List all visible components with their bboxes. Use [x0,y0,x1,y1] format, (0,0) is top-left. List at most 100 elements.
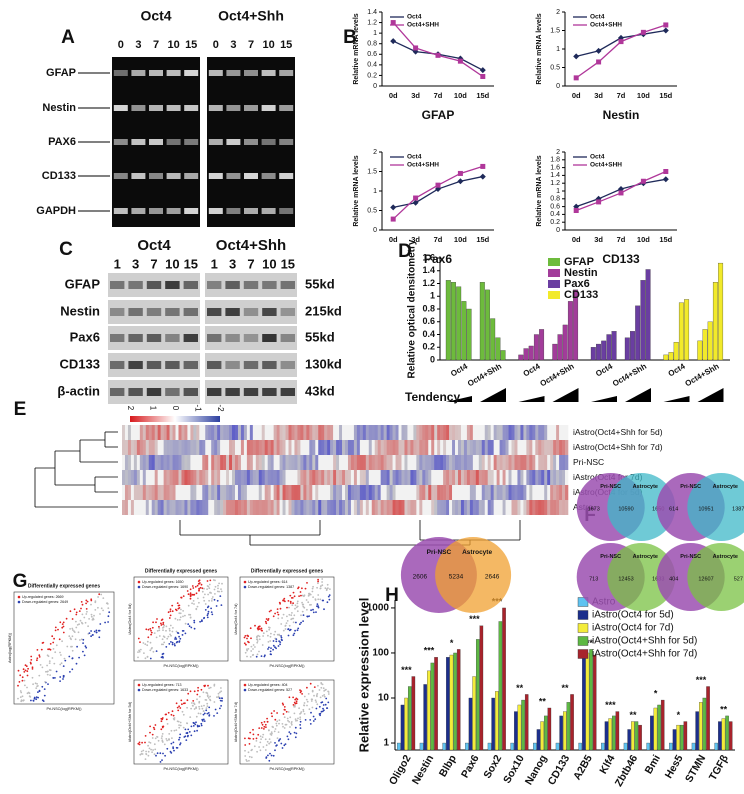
y-tick-label: 0.8 [422,303,435,313]
y-tick-label: 1.4 [367,9,377,16]
gel-band [208,208,223,214]
heatmap-cell [544,485,548,500]
bar [446,657,450,751]
heatmap-cell [148,455,153,470]
heatmap-cell [157,425,161,440]
heatmap-cell [163,485,167,500]
x-tick-label: 15d [476,91,489,100]
scatter-point [85,599,88,602]
heatmap-cell [267,455,271,470]
scatter-point [68,655,71,658]
scatter-point [197,712,200,715]
heatmap-cell [124,440,129,455]
heatmap-cell [261,455,266,470]
scatter-point [280,623,283,625]
scatter-point [97,606,99,609]
gel-band [184,139,199,145]
scatter-point [206,705,209,708]
heatmap-cell [356,500,361,515]
scatter-point [185,739,188,741]
y-tick-label: 1.4 [422,265,435,275]
scatter-point [187,692,190,695]
bar [407,686,412,751]
scatter-point [292,602,294,605]
heatmap-cell [410,440,414,455]
scatter-point [153,743,156,746]
bar [411,676,416,751]
heatmap-cell [229,455,233,470]
scatter-point [217,584,219,587]
scatter-point [293,632,296,635]
scatter-point [290,723,293,726]
heatmap-cell [514,455,518,470]
scatter-point [290,722,293,724]
scatter-point [192,587,195,589]
heatmap-cell [154,470,158,485]
y-tick-label: 1 [373,30,377,37]
gel-row: Nestin [42,102,76,114]
scatter-point [54,651,57,654]
scatter-point [305,599,308,601]
heatmap-cell [175,440,179,455]
scatter-point [142,749,145,752]
scatter-point [169,610,172,613]
heatmap-cell [255,470,260,485]
scatter-point [326,601,329,604]
scatter-point [328,598,331,601]
scatter-point [197,686,200,689]
scatter-point [38,654,41,657]
bar [487,742,492,751]
heatmap-cell [223,455,227,470]
heatmap-cell [398,440,402,455]
scatter-point [21,676,24,679]
scatter-point [246,649,249,652]
legend-swatch [577,610,589,620]
heatmap-cell [490,440,494,455]
heatmap-cell [565,425,569,440]
scatter-point [310,700,313,702]
scatter-point [306,700,309,703]
heatmap-cell [187,440,191,455]
scatter-point [249,656,252,658]
scatter-point [100,607,103,610]
scatter-point [144,643,147,646]
scatter-point [293,595,296,598]
heatmap-cell [300,500,304,515]
scatter-point [171,610,174,613]
heatmap-cell [145,425,150,440]
scatter-point [204,699,207,701]
scatter-point [302,710,305,713]
heatmap-cell [437,455,441,470]
scatter-point [218,582,221,585]
heatmap-cell [330,485,334,500]
scatter-point [324,703,327,706]
heatmap-cell [386,470,390,485]
blot-band [146,281,162,289]
scatter-point [263,721,266,723]
heatmap-cell [526,485,530,500]
scatter-point [246,634,249,637]
heatmap-cell [315,425,319,440]
scatter-point [38,674,41,677]
marker [663,169,669,174]
scatter-point [299,591,302,593]
gel-band [149,173,163,179]
heatmap-cell [440,485,444,500]
heatmap-cell [297,425,301,440]
scatter-point [160,720,163,723]
y-tick-label: 0 [556,83,560,90]
blot-band [225,361,240,369]
scatter-point [261,736,264,738]
scatter-point [288,624,291,627]
scatter-point [95,631,98,634]
heatmap-cell [288,455,292,470]
scatter-point [172,746,175,748]
bar [718,721,722,751]
heatmap-cell [306,455,310,470]
scatter-point [36,657,39,660]
scatter-point [79,619,82,622]
heatmap-cell [526,425,530,440]
heatmap-cell [339,485,343,500]
scatter-point [317,598,320,601]
heatmap-cell [550,455,554,470]
